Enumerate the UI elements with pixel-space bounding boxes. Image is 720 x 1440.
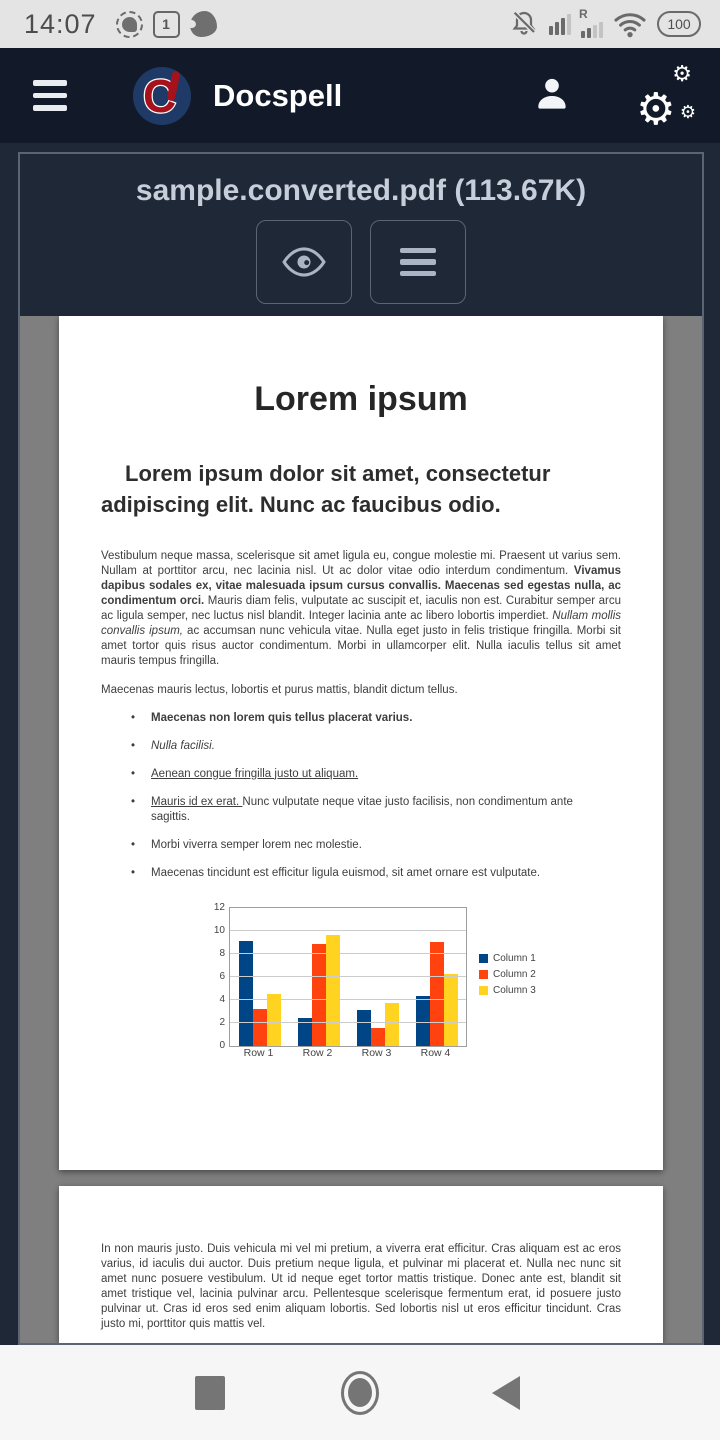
app-bar: C Docspell ⚙ ⚙ ⚙ [0, 48, 720, 143]
bird-app-icon [189, 11, 217, 37]
bullet-item: Aenean congue fringilla justo ut aliquam… [129, 767, 663, 782]
doc-paragraph-3: In non mauris justo. Duis vehicula mi ve… [101, 1243, 621, 1330]
gears-icon[interactable]: ⚙ ⚙ ⚙ [636, 61, 696, 135]
doc-subtitle: Lorem ipsum dolor sit amet, consectetur … [101, 461, 551, 517]
hamburger-menu-icon[interactable] [33, 80, 67, 111]
cell-signal-icon [549, 13, 571, 35]
user-icon[interactable] [532, 73, 572, 118]
doc-bullet-list: Maecenas non lorem quis tellus placerat … [129, 711, 663, 881]
home-circle-icon[interactable] [341, 1370, 379, 1415]
wifi-icon [613, 10, 647, 38]
doc-title: Lorem ipsum [254, 380, 468, 418]
pdf-viewer-panel: sample.converted.pdf (113.67K) [18, 152, 704, 1345]
menu-list-icon [400, 247, 436, 277]
doc-paragraph-1: Vestibulum neque massa, scelerisque sit … [101, 549, 622, 667]
doc-paragraph-2: Maecenas mauris lectus, lobortis et puru… [101, 683, 458, 696]
calendar-icon: 1 [152, 10, 180, 38]
bullet-item: Mauris id ex erat. Nunc vulputate neque … [129, 795, 663, 825]
recents-square-icon[interactable] [195, 1375, 225, 1410]
bullet-item: Maecenas tincidunt est efficitur ligula … [129, 866, 663, 881]
android-nav-bar [0, 1345, 720, 1440]
preview-eye-icon [282, 247, 326, 277]
file-title: sample.converted.pdf (113.67K) [135, 174, 587, 207]
chart-x-axis-labels: Row 1 Row 2 Row 3 Row 4 [243, 1046, 451, 1059]
chart-plot-area [229, 906, 467, 1047]
signal-messenger-icon [115, 10, 143, 38]
bell-muted-icon [509, 9, 539, 39]
chart-y-axis-labels: 0 2 4 6 8 10 12 [213, 901, 225, 1051]
bullet-item: Nulla facilisi. [129, 739, 663, 754]
main-content: sample.converted.pdf (113.67K) [0, 143, 720, 1345]
bullet-item: Maecenas non lorem quis tellus placerat … [129, 711, 663, 726]
bullet-item: Morbi viverra semper lorem nec molestie. [129, 838, 663, 853]
battery-pill: 100 [657, 11, 701, 37]
preview-button[interactable] [256, 220, 352, 304]
pdf-page-1: Lorem ipsum Lorem ipsum dolor sit amet, … [59, 316, 663, 1170]
back-triangle-icon[interactable] [492, 1375, 520, 1410]
docspell-logo[interactable]: C [133, 66, 191, 125]
app-title: Docspell [213, 77, 343, 113]
viewer-header: sample.converted.pdf (113.67K) [20, 154, 702, 316]
clock: 14:07 [24, 8, 97, 39]
pdf-page-2: In non mauris justo. Duis vehicula mi ve… [59, 1186, 663, 1343]
menu-button[interactable] [370, 220, 466, 304]
pdf-scroll-area[interactable]: Lorem ipsum Lorem ipsum dolor sit amet, … [20, 316, 702, 1343]
chart-bars [230, 908, 466, 1046]
chart-legend: Column 1 Column 2 Column 3 [479, 953, 536, 1001]
roaming-signal-icon: R [579, 7, 603, 38]
status-bar: 14:07 1 R [0, 0, 720, 48]
